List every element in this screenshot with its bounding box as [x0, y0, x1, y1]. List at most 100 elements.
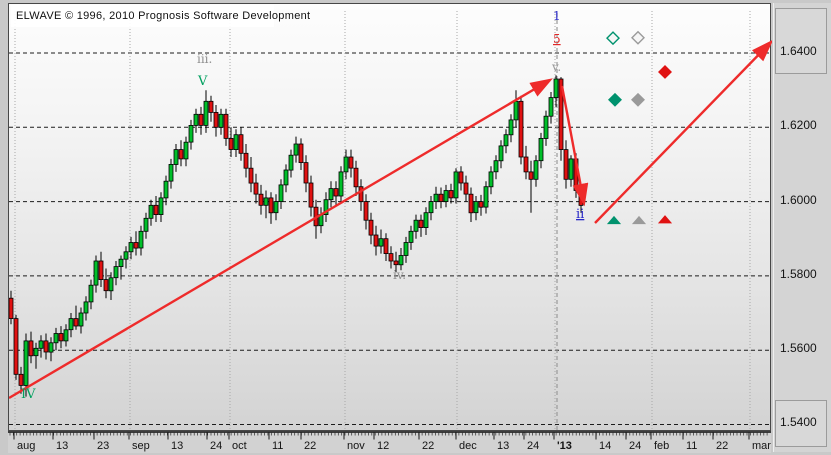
candle: [223, 113, 229, 139]
candle: [438, 193, 444, 202]
candle: [508, 119, 514, 136]
wave-label: IV: [21, 387, 36, 402]
candle: [473, 201, 479, 214]
candle: [298, 143, 304, 164]
time-tick-label: 12: [377, 440, 389, 452]
time-tick-label: 22: [716, 440, 728, 452]
time-tick-label: 14: [599, 440, 611, 452]
candle: [93, 260, 99, 286]
time-tick-label: feb: [654, 440, 669, 452]
price-tick-label: 1.6400: [780, 44, 817, 58]
candle: [458, 171, 464, 184]
candle: [103, 279, 109, 292]
candle: [363, 201, 369, 221]
candle: [53, 333, 59, 344]
candle: [238, 134, 244, 154]
time-tick-label: sep: [132, 440, 150, 452]
candle: [113, 266, 119, 279]
wave-labels: IV iii. Viv. v. 5 1 ii: [21, 9, 584, 402]
wave-label: 1: [553, 9, 561, 23]
candle: [98, 260, 104, 281]
candle: [333, 188, 339, 197]
time-tick-label: oct: [232, 440, 247, 452]
candle: [253, 182, 259, 195]
price-axis-top-cap[interactable]: [775, 8, 827, 74]
candle: [283, 169, 289, 186]
target-diamond: [631, 92, 645, 107]
time-tick-label: 22: [304, 440, 316, 452]
candle: [568, 158, 574, 180]
trend-arrow: [9, 78, 553, 400]
candle: [463, 182, 469, 195]
wave-label: ii: [576, 207, 584, 222]
candle: [118, 258, 124, 268]
candle: [128, 242, 134, 253]
price-gridlines: [9, 52, 772, 425]
candle: [348, 156, 354, 169]
candle: [168, 163, 174, 182]
candle: [38, 340, 44, 349]
price-tick-label: 1.5400: [780, 415, 817, 429]
wave-label: 5: [553, 32, 561, 46]
candle: [138, 230, 144, 249]
candle: [173, 149, 179, 165]
time-tick-label: 13: [56, 440, 68, 452]
candle: [188, 125, 194, 143]
target-triangle: [606, 215, 622, 225]
candle: [538, 137, 544, 162]
candle: [433, 193, 439, 202]
time-tick-label: nov: [347, 440, 365, 452]
price-tick-label: 1.6000: [780, 193, 817, 207]
candle: [443, 190, 449, 203]
target-diamond: [608, 92, 622, 107]
target-diamond-outline: [631, 30, 645, 45]
time-tick-label: 11: [272, 440, 283, 452]
candle: [228, 137, 234, 150]
trendlines[interactable]: [9, 39, 772, 400]
candle: [258, 193, 264, 206]
target-triangle: [631, 215, 647, 225]
candle: [18, 373, 24, 386]
candle: [418, 219, 424, 228]
candle: [518, 100, 524, 158]
candle: [423, 212, 429, 228]
price-axis-bottom-cap[interactable]: [775, 400, 827, 447]
candle: [513, 100, 519, 121]
wave-label: iii.: [197, 52, 212, 66]
candle: [193, 113, 199, 126]
time-tick-label: aug: [17, 440, 35, 452]
wave-label: V: [197, 74, 208, 89]
time-tick-label: 24: [629, 440, 641, 452]
time-tick-label: 11: [686, 440, 697, 452]
app-watermark: ELWAVE © 1996, 2010 Prognosis Software D…: [11, 5, 310, 27]
time-tick-label: 22: [422, 440, 434, 452]
time-axis[interactable]: aug 13 23 sep 13 24 oct 11 22 nov 12 22 dec 13 24 '13 14…: [8, 431, 771, 453]
time-tick-label: 24: [527, 440, 539, 452]
candle: [218, 113, 224, 128]
time-tick-label: 13: [171, 440, 183, 452]
candle: [378, 238, 384, 247]
trend-arrow: [594, 39, 772, 224]
target-markers: [606, 30, 673, 225]
candle: [213, 112, 219, 128]
price-axis[interactable]: 1.6400 1.6200 1.6000 1.5800 1.5600 1.5400: [773, 3, 831, 452]
wave-label: v.: [551, 60, 561, 74]
time-tick-label: 24: [210, 440, 222, 452]
candle: [243, 152, 249, 169]
candle: [468, 193, 474, 214]
target-diamond-outline: [606, 31, 620, 46]
candle: [308, 182, 314, 208]
candle: [498, 145, 504, 162]
candle: [548, 97, 554, 117]
candle: [198, 113, 204, 126]
price-tick-label: 1.5800: [780, 267, 817, 281]
candle: [453, 171, 459, 199]
candle: [233, 134, 239, 150]
candle: [278, 184, 284, 202]
price-chart-canvas[interactable]: IV iii. Viv. v. 5 1 ii: [9, 4, 772, 432]
candle: [338, 171, 344, 197]
candle: [33, 347, 39, 357]
candle: [73, 318, 79, 327]
